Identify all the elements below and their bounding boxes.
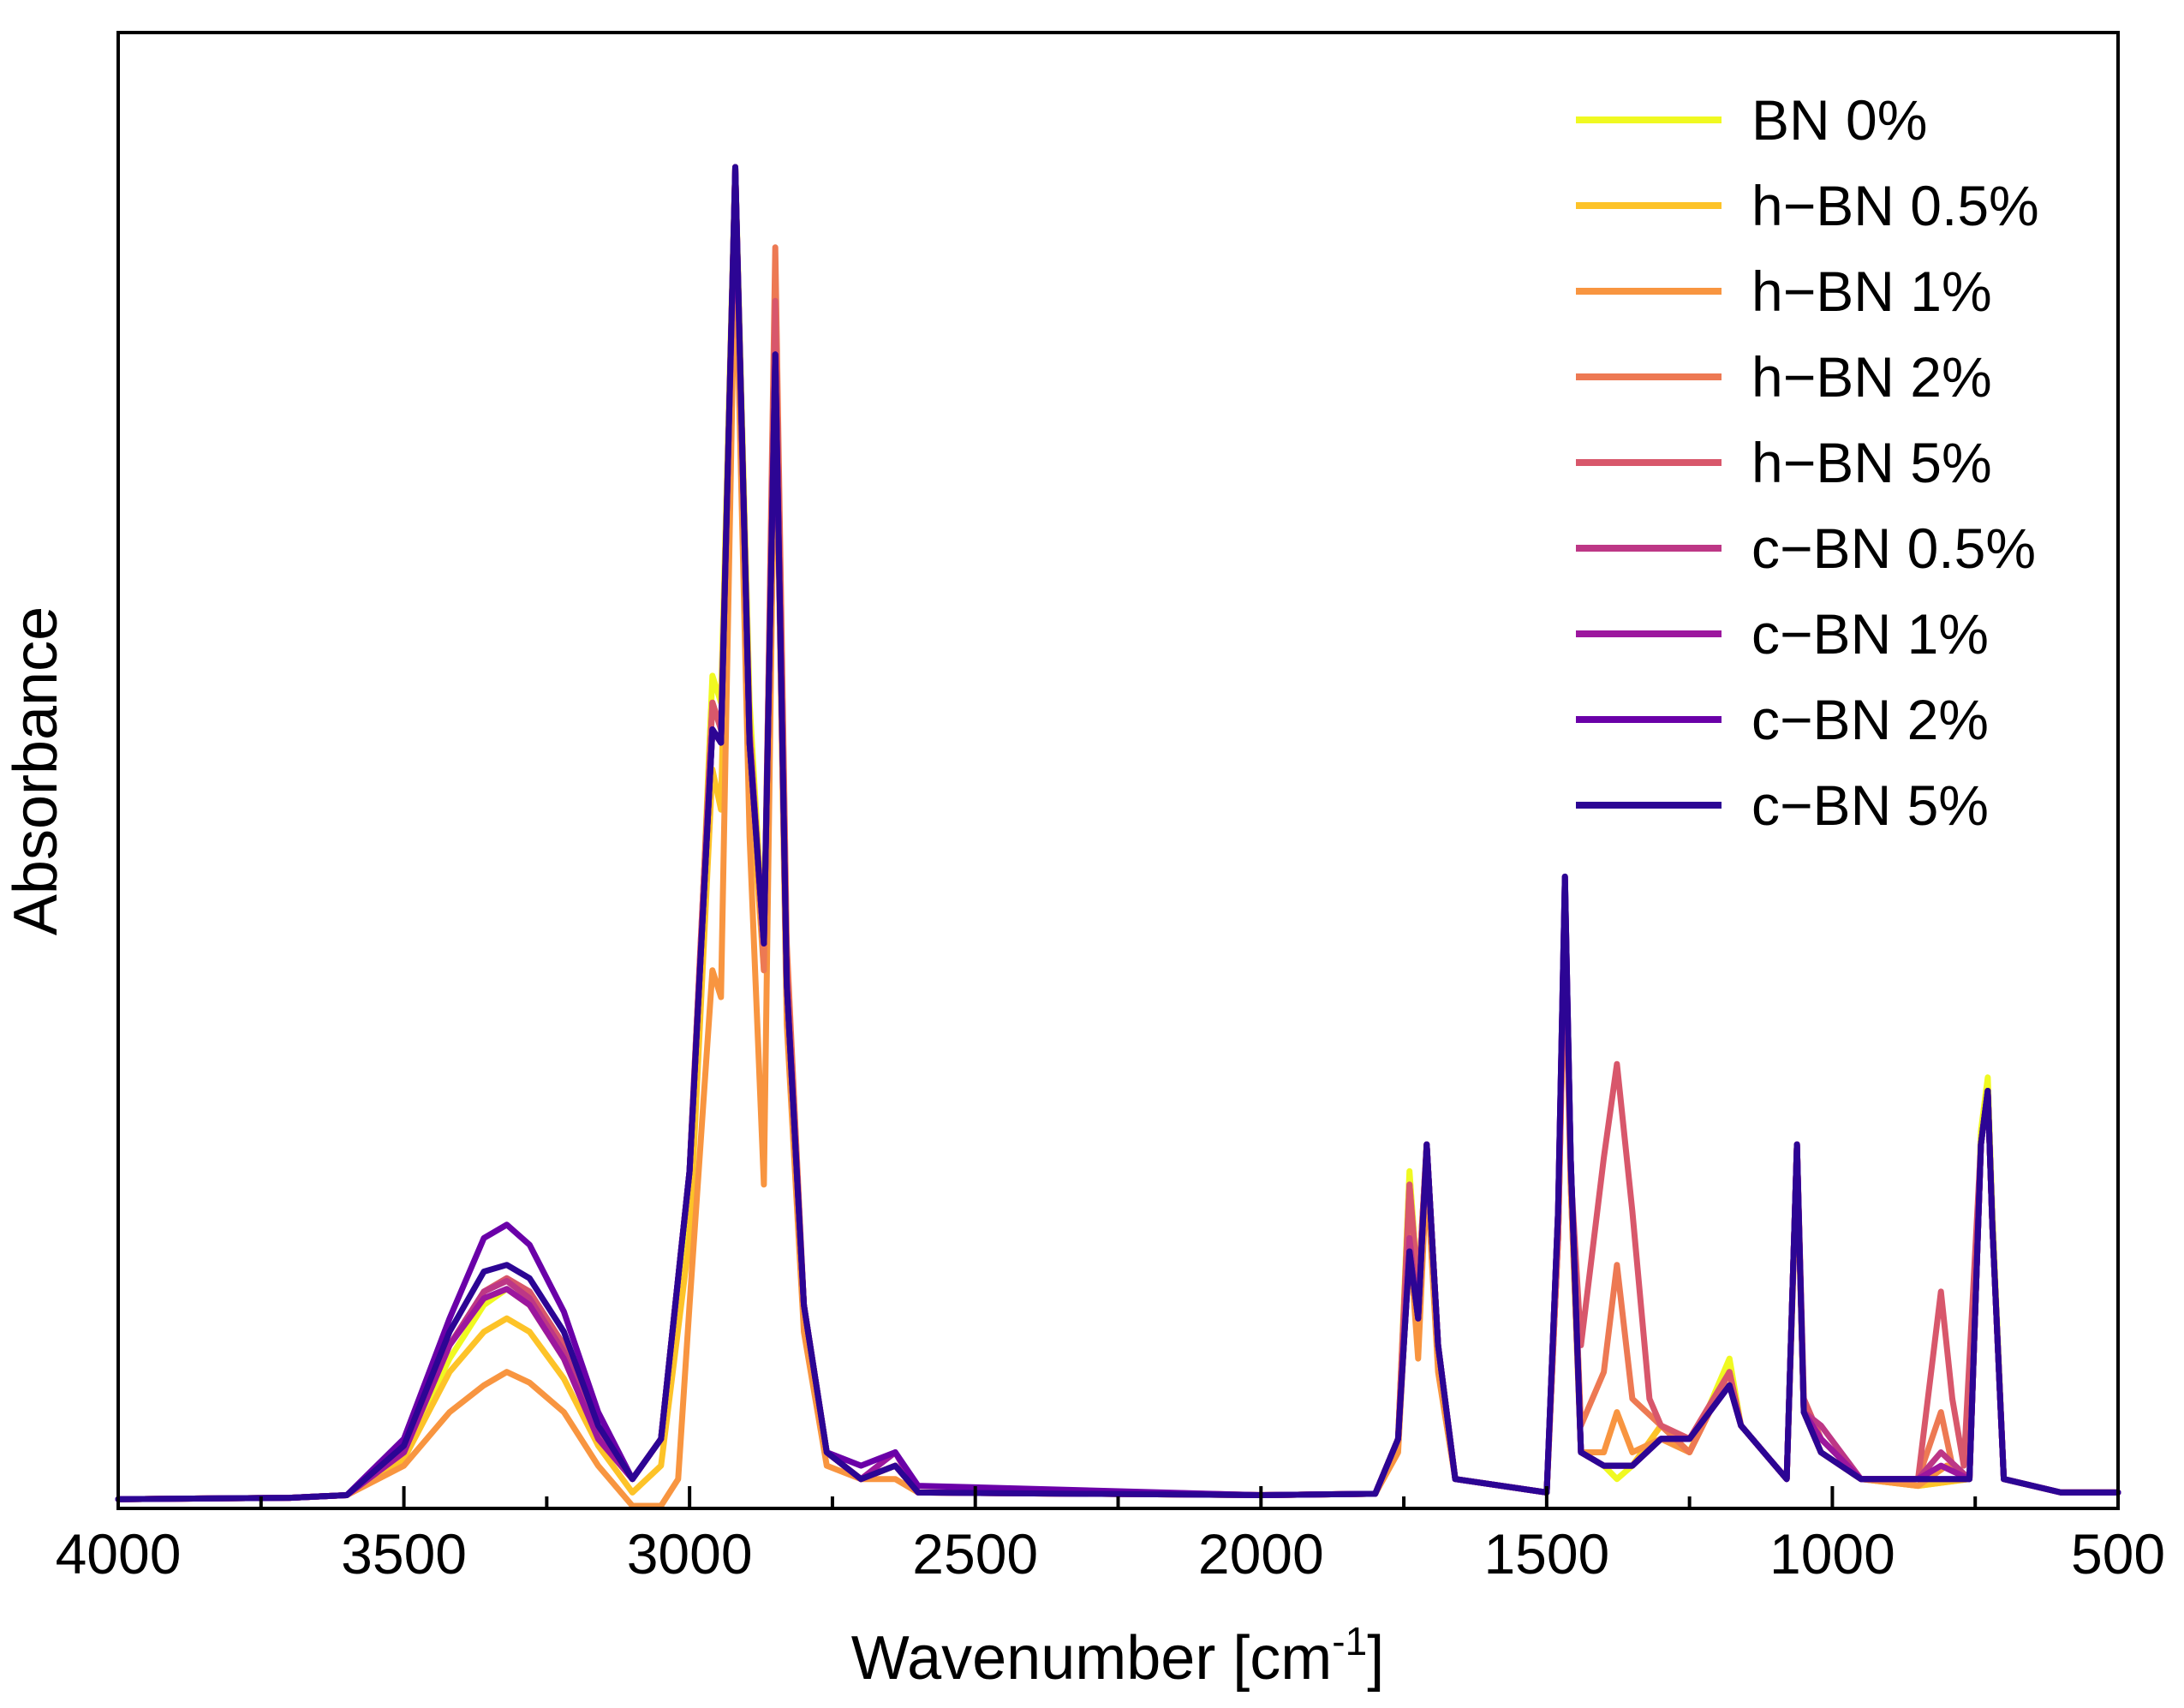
x-tick-label: 3500 bbox=[341, 1522, 467, 1586]
legend-label-1: h−BN 0.5% bbox=[1751, 174, 2039, 237]
plot-frame bbox=[116, 31, 2120, 1510]
legend-label-6: c−BN 1% bbox=[1751, 602, 1989, 666]
x-axis-title-end: ] bbox=[1367, 1624, 1384, 1693]
x-tick-label: 4000 bbox=[56, 1522, 182, 1586]
series-line-2 bbox=[115, 230, 2121, 1509]
legend-label-7: c−BN 2% bbox=[1751, 688, 1989, 751]
legend-label-0: BN 0% bbox=[1751, 88, 1927, 152]
x-axis-title-superscript: -1 bbox=[1332, 1619, 1367, 1663]
x-tick-label: 2000 bbox=[1198, 1522, 1324, 1586]
x-tick-label: 500 bbox=[2071, 1522, 2165, 1586]
x-tick-label: 3000 bbox=[627, 1522, 753, 1586]
legend-label-5: c−BN 0.5% bbox=[1751, 517, 2036, 580]
legend-label-4: h−BN 5% bbox=[1751, 431, 1992, 494]
x-tick-label: 2500 bbox=[912, 1522, 1038, 1586]
legend-label-2: h−BN 1% bbox=[1751, 260, 1992, 323]
y-axis-title: Absorbance bbox=[2, 606, 70, 935]
series-layer bbox=[115, 164, 2121, 1509]
x-tick-label: 1500 bbox=[1483, 1522, 1609, 1586]
x-ticks: 4000 3500 3000 2500 2000 1500 1000 500 bbox=[56, 1486, 2165, 1586]
x-tick-label: 1000 bbox=[1769, 1522, 1895, 1586]
series-line-8 bbox=[115, 164, 2121, 1502]
legend-label-3: h−BN 2% bbox=[1751, 345, 1992, 409]
legend: BN 0% h−BN 0.5% h−BN 1% h−BN 2% h−BN 5% c−BN … bbox=[1576, 88, 2039, 837]
x-axis-title: Wavenumber [cm-1] bbox=[851, 1619, 1384, 1693]
legend-label-8: c−BN 5% bbox=[1751, 773, 1989, 837]
x-axis-title-main: Wavenumber [cm bbox=[851, 1624, 1332, 1693]
